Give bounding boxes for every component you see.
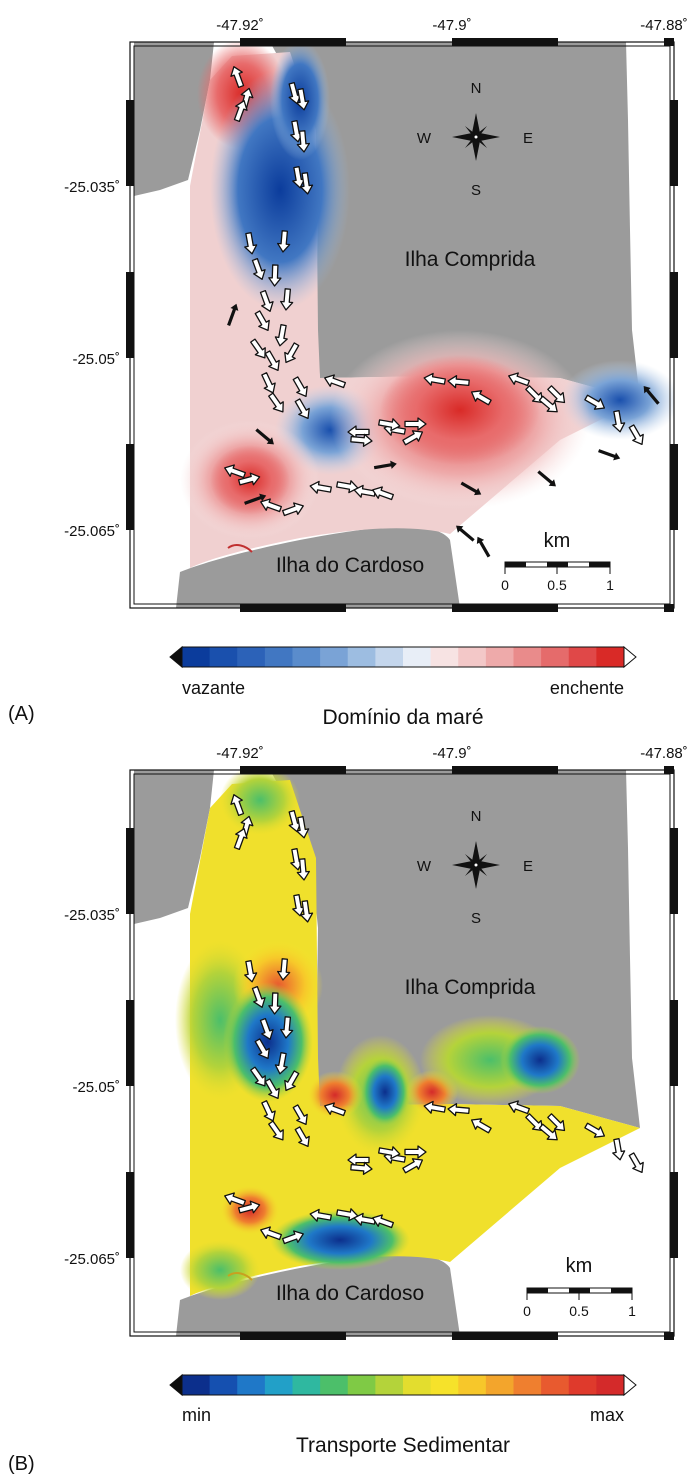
colorbar-swatch xyxy=(347,647,376,667)
colorbar-min-label: vazante xyxy=(182,678,245,698)
colorbar-swatch xyxy=(403,1375,432,1395)
colorbar-a-swatches xyxy=(182,647,625,667)
colorbar-swatch xyxy=(237,647,266,667)
colorbar-swatch xyxy=(264,1375,294,1395)
scale-tick-05: 0.5 xyxy=(547,577,567,593)
colorbar-swatch xyxy=(513,1375,542,1395)
scale-bar: km 0 0.5 1 xyxy=(523,1255,636,1319)
scale-bar-title: km xyxy=(544,530,571,552)
colorbar-swatch xyxy=(403,647,432,667)
colorbar-min-arrow-icon xyxy=(169,1373,183,1397)
lon-tick-2: -47.9˚ xyxy=(432,745,471,762)
ilha-comprida-label: Ilha Comprida xyxy=(405,248,536,271)
panel-a: -47.92˚ -47.9˚ -47.88˚ -25.035˚ -25.05˚ … xyxy=(8,17,688,729)
colorbar-swatch xyxy=(320,647,349,667)
colorbar-swatch xyxy=(182,647,211,667)
colorbar-swatch xyxy=(596,1375,625,1395)
lat-tick-3: -25.065˚ xyxy=(64,1251,120,1268)
colorbar-max-arrow-icon xyxy=(623,645,637,669)
lat-tick-2: -25.05˚ xyxy=(72,1079,120,1096)
compass-s: S xyxy=(471,182,481,199)
compass-w: W xyxy=(417,858,432,875)
ilha-do-cardoso-land xyxy=(176,526,460,608)
colorbar-swatch xyxy=(568,1375,597,1395)
colorbar-b: min max Transporte Sedimentar xyxy=(169,1373,637,1457)
scale-tick-1: 1 xyxy=(628,1303,636,1319)
lon-tick-3: -47.88˚ xyxy=(640,17,688,34)
colorbar-title: Transporte Sedimentar xyxy=(296,1434,510,1457)
colorbar-swatch xyxy=(292,647,321,667)
colorbar-swatch xyxy=(485,647,515,667)
compass-rose: N S E W xyxy=(417,80,533,199)
lat-tick-1: -25.035˚ xyxy=(64,907,120,924)
ilha-do-cardoso-land xyxy=(176,1254,460,1336)
panel-tag: (A) xyxy=(8,703,35,725)
colorbar-swatch xyxy=(264,647,294,667)
colorbar-max-label: enchente xyxy=(550,678,624,698)
colorbar-swatch xyxy=(209,1375,238,1395)
scale-tick-0: 0 xyxy=(501,577,509,593)
lat-tick-2: -25.05˚ xyxy=(72,351,120,368)
compass-w: W xyxy=(417,130,432,147)
colorbar-swatch xyxy=(513,647,542,667)
lon-tick-1: -47.92˚ xyxy=(216,745,264,762)
compass-e: E xyxy=(523,858,533,875)
compass-n: N xyxy=(471,80,482,97)
scale-bar-title: km xyxy=(566,1255,593,1277)
colorbar-swatch xyxy=(568,647,597,667)
colorbar-swatch xyxy=(485,1375,515,1395)
colorbar-swatch xyxy=(596,647,625,667)
ilha-do-cardoso-label: Ilha do Cardoso xyxy=(276,1282,424,1305)
compass-n: N xyxy=(471,808,482,825)
colorbar-swatch xyxy=(375,647,404,667)
colorbar-swatch xyxy=(430,1375,459,1395)
colorbar-b-swatches xyxy=(182,1375,625,1395)
colorbar-max-arrow-icon xyxy=(623,1373,637,1397)
colorbar-swatch xyxy=(347,1375,376,1395)
colorbar-swatch xyxy=(292,1375,321,1395)
lon-tick-1: -47.92˚ xyxy=(216,17,264,34)
panel-b: -47.92˚ -47.9˚ -47.88˚ -25.035˚ -25.05˚ … xyxy=(8,745,688,1475)
ilha-do-cardoso-label: Ilha do Cardoso xyxy=(276,554,424,577)
mainland-northwest xyxy=(134,42,214,196)
scale-tick-0: 0 xyxy=(523,1303,531,1319)
colorbar-swatch xyxy=(182,1375,211,1395)
colorbar-min-label: min xyxy=(182,1405,211,1425)
colorbar-swatch xyxy=(237,1375,266,1395)
colorbar-title: Domínio da maré xyxy=(322,706,483,729)
frame-ticks-b xyxy=(126,766,678,1340)
lat-tick-1: -25.035˚ xyxy=(64,179,120,196)
colorbar-swatch xyxy=(320,1375,349,1395)
colorbar-swatch xyxy=(430,647,459,667)
lon-tick-2: -47.9˚ xyxy=(432,17,471,34)
colorbar-a: vazante enchente Domínio da maré xyxy=(169,645,637,729)
colorbar-swatch xyxy=(541,1375,570,1395)
scale-tick-1: 1 xyxy=(606,577,614,593)
colorbar-swatch xyxy=(458,647,487,667)
colorbar-swatch xyxy=(458,1375,487,1395)
lon-tick-3: -47.88˚ xyxy=(640,745,688,762)
frame-ticks-a xyxy=(126,38,678,612)
colorbar-swatch xyxy=(209,647,238,667)
mainland-northwest xyxy=(134,770,214,924)
ilha-comprida-land xyxy=(270,42,640,400)
colorbar-swatch xyxy=(375,1375,404,1395)
colorbar-min-arrow-icon xyxy=(169,645,183,669)
compass-rose: N S E W xyxy=(417,808,533,927)
ilha-comprida-label: Ilha Comprida xyxy=(405,976,536,999)
colorbar-swatch xyxy=(541,647,570,667)
scale-tick-05: 0.5 xyxy=(569,1303,589,1319)
lat-tick-3: -25.065˚ xyxy=(64,523,120,540)
panel-tag: (B) xyxy=(8,1453,35,1475)
compass-s: S xyxy=(471,910,481,927)
compass-e: E xyxy=(523,130,533,147)
scale-bar: km 0 0.5 1 xyxy=(501,530,614,593)
colorbar-max-label: max xyxy=(590,1405,624,1425)
